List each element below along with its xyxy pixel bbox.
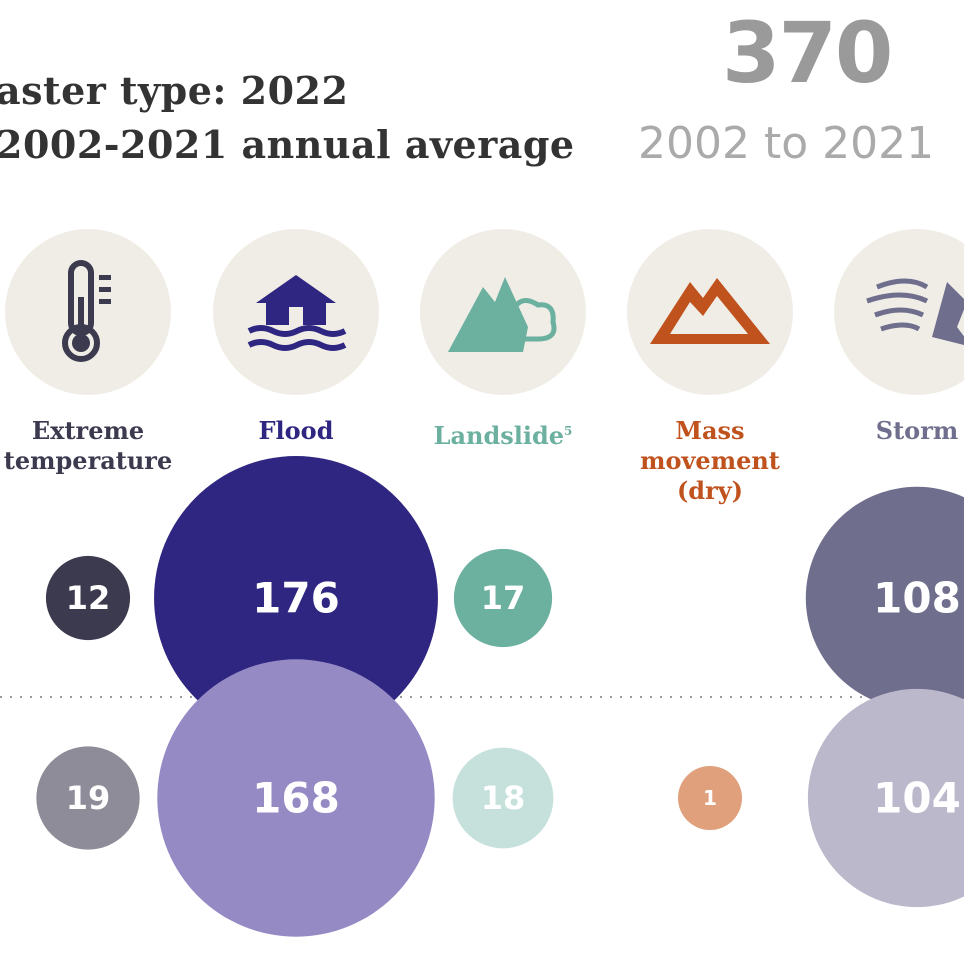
total-count: 370 bbox=[722, 4, 893, 102]
value-label-average-landslide: 18 bbox=[481, 779, 526, 817]
value-label-average-storm: 104 bbox=[873, 774, 961, 823]
flooded-house-icon bbox=[213, 229, 379, 395]
chart-title-line2: 2002-2021 annual average bbox=[0, 122, 575, 167]
footnote-mark: 5 bbox=[564, 424, 573, 438]
value-label-2022-flood: 176 bbox=[252, 574, 340, 623]
chart-title-line1: aster type: 2022 bbox=[0, 68, 349, 113]
total-period: 2002 to 2021 bbox=[638, 118, 935, 169]
thermometer-icon bbox=[5, 229, 171, 395]
storm-wind-icon bbox=[834, 229, 964, 395]
label-extreme-temperature: Extreme temperature bbox=[3, 416, 173, 475]
label-mass-movement: Mass movement (dry) bbox=[640, 416, 780, 505]
bubble-average-mass-movement-dry bbox=[678, 766, 742, 830]
bubble-average-extreme-temperature bbox=[36, 746, 140, 850]
bubble-2022-storm bbox=[805, 486, 964, 710]
value-label-average-flood: 168 bbox=[252, 774, 340, 823]
bubble-2022-extreme-temperature bbox=[45, 555, 131, 641]
label-landslide-text: Landslide bbox=[433, 421, 565, 450]
value-label-2022-landslide: 17 bbox=[481, 579, 526, 617]
bubble-average-storm bbox=[807, 688, 964, 908]
value-label-2022-mass-movement-dry: 0 bbox=[703, 586, 717, 610]
label-landslide: Landslide5 bbox=[403, 416, 603, 451]
label-flood: Flood bbox=[258, 416, 334, 445]
value-label-average-mass-movement-dry: 1 bbox=[703, 786, 717, 810]
value-label-2022-extreme-temperature: 12 bbox=[66, 579, 111, 617]
bubble-2022-landslide bbox=[453, 548, 553, 648]
value-label-average-extreme-temperature: 19 bbox=[66, 779, 111, 817]
landslide-icon bbox=[420, 229, 586, 395]
bubble-average-landslide bbox=[452, 747, 554, 849]
bubble-average-flood bbox=[157, 659, 435, 937]
mountain-icon bbox=[627, 229, 793, 395]
bubble-2022-flood bbox=[154, 456, 438, 740]
value-label-2022-storm: 108 bbox=[873, 574, 961, 623]
label-storm: Storm bbox=[875, 416, 959, 445]
